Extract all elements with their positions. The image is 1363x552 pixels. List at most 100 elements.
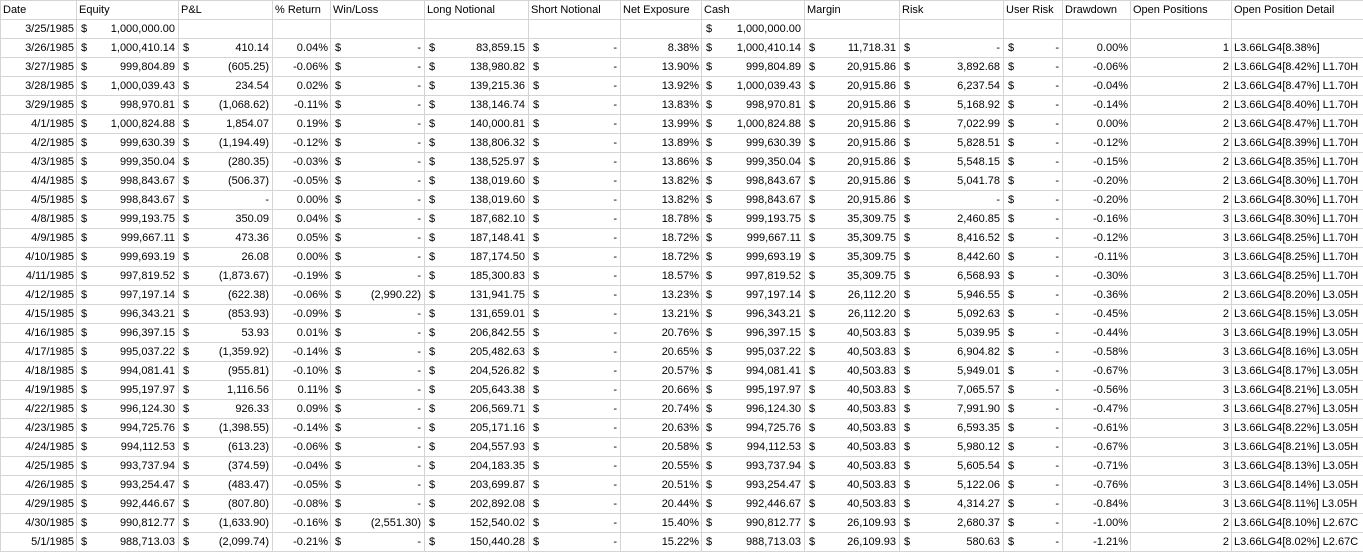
cell-margin[interactable]: $35,309.75	[805, 229, 900, 248]
cell-net-exposure[interactable]: 13.21%	[621, 305, 702, 324]
cell-equity[interactable]: $992,446.67	[77, 495, 179, 514]
cell-open-position-detail[interactable]: L3.66LG4[8.35%] L1.70H	[1232, 153, 1363, 172]
cell-long-notional[interactable]: $187,174.50	[425, 248, 529, 267]
cell-winloss[interactable]: $-	[331, 476, 425, 495]
cell-long-notional[interactable]: $202,892.08	[425, 495, 529, 514]
cell-equity[interactable]: $999,350.04	[77, 153, 179, 172]
cell-open-positions[interactable]: 3	[1131, 400, 1232, 419]
cell-net-exposure[interactable]: 20.44%	[621, 495, 702, 514]
cell-cash[interactable]: $998,843.67	[702, 191, 805, 210]
cell-return[interactable]: -0.06%	[273, 58, 331, 77]
cell-net-exposure[interactable]: 13.86%	[621, 153, 702, 172]
cell-short-notional[interactable]: $-	[529, 58, 621, 77]
cell-winloss[interactable]: $-	[331, 229, 425, 248]
cell-date[interactable]: 4/11/1985	[1, 267, 77, 286]
cell-risk[interactable]: $5,946.55	[900, 286, 1004, 305]
cell-pnl[interactable]: $(506.37)	[179, 172, 273, 191]
cell-return[interactable]: 0.00%	[273, 248, 331, 267]
cell-open-positions[interactable]: 3	[1131, 248, 1232, 267]
cell-date[interactable]: 4/23/1985	[1, 419, 77, 438]
cell-equity[interactable]: $999,804.89	[77, 58, 179, 77]
cell-equity[interactable]: $996,343.21	[77, 305, 179, 324]
cell-drawdown[interactable]: -0.20%	[1063, 172, 1131, 191]
cell-margin[interactable]: $40,503.83	[805, 400, 900, 419]
cell-long-notional[interactable]: $206,842.55	[425, 324, 529, 343]
cell-cash[interactable]: $1,000,824.88	[702, 115, 805, 134]
cell-margin[interactable]: $40,503.83	[805, 457, 900, 476]
cell-long-notional[interactable]: $138,146.74	[425, 96, 529, 115]
cell-equity[interactable]: $1,000,824.88	[77, 115, 179, 134]
cell-net-exposure[interactable]: 18.78%	[621, 210, 702, 229]
cell-margin[interactable]: $40,503.83	[805, 419, 900, 438]
cell-long-notional[interactable]: $205,482.63	[425, 343, 529, 362]
cell-open-position-detail[interactable]: L3.66LG4[8.15%] L3.05H	[1232, 305, 1363, 324]
cell-drawdown[interactable]: -1.21%	[1063, 533, 1131, 552]
cell-equity[interactable]: $998,843.67	[77, 191, 179, 210]
cell-winloss[interactable]: $-	[331, 324, 425, 343]
header-cell-risk[interactable]: Risk	[900, 1, 1004, 20]
cell-return[interactable]: 0.11%	[273, 381, 331, 400]
cell-equity[interactable]: $994,725.76	[77, 419, 179, 438]
cell-short-notional[interactable]: $-	[529, 77, 621, 96]
cell-user-risk[interactable]: $-	[1004, 267, 1063, 286]
cell-risk[interactable]: $6,568.93	[900, 267, 1004, 286]
cell-open-position-detail[interactable]: L3.66LG4[8.14%] L3.05H	[1232, 476, 1363, 495]
cell-margin[interactable]: $20,915.86	[805, 58, 900, 77]
cell-drawdown[interactable]: -0.12%	[1063, 229, 1131, 248]
cell-open-position-detail[interactable]: L3.66LG4[8.40%] L1.70H	[1232, 96, 1363, 115]
cell-equity[interactable]: $995,037.22	[77, 343, 179, 362]
cell-risk[interactable]: $5,548.15	[900, 153, 1004, 172]
cell-user-risk[interactable]: $-	[1004, 229, 1063, 248]
cell-net-exposure[interactable]: 13.23%	[621, 286, 702, 305]
cell-cash[interactable]: $994,112.53	[702, 438, 805, 457]
cell-open-positions[interactable]: 3	[1131, 381, 1232, 400]
cell-margin[interactable]: $40,503.83	[805, 495, 900, 514]
cell-return[interactable]: -0.16%	[273, 514, 331, 533]
cell-winloss[interactable]: $-	[331, 362, 425, 381]
cell-equity[interactable]: $1,000,039.43	[77, 77, 179, 96]
cell-open-positions[interactable]: 3	[1131, 476, 1232, 495]
header-cell-return[interactable]: % Return	[273, 1, 331, 20]
cell-risk[interactable]: $2,460.85	[900, 210, 1004, 229]
cell-user-risk[interactable]: $-	[1004, 134, 1063, 153]
cell-user-risk[interactable]: $-	[1004, 457, 1063, 476]
cell-winloss[interactable]: $-	[331, 248, 425, 267]
cell-date[interactable]: 3/25/1985	[1, 20, 77, 39]
cell-pnl[interactable]: $1,116.56	[179, 381, 273, 400]
cell-margin[interactable]: $26,112.20	[805, 305, 900, 324]
cell-net-exposure[interactable]: 13.92%	[621, 77, 702, 96]
cell-short-notional[interactable]: $-	[529, 172, 621, 191]
cell-long-notional[interactable]: $204,557.93	[425, 438, 529, 457]
cell-short-notional[interactable]: $-	[529, 153, 621, 172]
cell-return[interactable]: -0.05%	[273, 172, 331, 191]
header-cell-long-notional[interactable]: Long Notional	[425, 1, 529, 20]
cell-equity[interactable]: $999,667.11	[77, 229, 179, 248]
cell-net-exposure[interactable]: 20.65%	[621, 343, 702, 362]
header-cell-net-exposure[interactable]: Net Exposure	[621, 1, 702, 20]
cell-short-notional[interactable]: $-	[529, 381, 621, 400]
cell-long-notional[interactable]: $138,980.82	[425, 58, 529, 77]
cell-pnl[interactable]: $53.93	[179, 324, 273, 343]
cell-margin[interactable]: $35,309.75	[805, 210, 900, 229]
cell-open-position-detail[interactable]: L3.66LG4[8.13%] L3.05H	[1232, 457, 1363, 476]
cell-date[interactable]: 4/9/1985	[1, 229, 77, 248]
cell-drawdown[interactable]: -0.11%	[1063, 248, 1131, 267]
cell-pnl[interactable]: $(1,398.55)	[179, 419, 273, 438]
cell-net-exposure[interactable]: 15.22%	[621, 533, 702, 552]
cell-long-notional[interactable]: $131,659.01	[425, 305, 529, 324]
cell-risk[interactable]: $2,680.37	[900, 514, 1004, 533]
cell-long-notional[interactable]: $187,148.41	[425, 229, 529, 248]
cell-return[interactable]: 0.04%	[273, 39, 331, 58]
cell-net-exposure[interactable]: 20.51%	[621, 476, 702, 495]
cell-open-positions[interactable]	[1131, 20, 1232, 39]
cell-return[interactable]: -0.14%	[273, 419, 331, 438]
cell-return[interactable]: -0.06%	[273, 438, 331, 457]
cell-short-notional[interactable]: $-	[529, 305, 621, 324]
cell-drawdown[interactable]: -0.58%	[1063, 343, 1131, 362]
cell-cash[interactable]: $999,350.04	[702, 153, 805, 172]
cell-open-positions[interactable]: 3	[1131, 495, 1232, 514]
cell-drawdown[interactable]: -0.44%	[1063, 324, 1131, 343]
cell-long-notional[interactable]: $150,440.28	[425, 533, 529, 552]
cell-date[interactable]: 4/19/1985	[1, 381, 77, 400]
